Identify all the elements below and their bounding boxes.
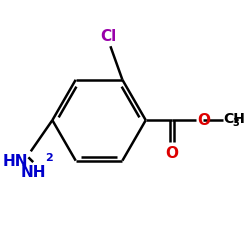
Text: NH: NH xyxy=(20,164,46,180)
Text: 2: 2 xyxy=(45,153,53,163)
Text: Cl: Cl xyxy=(100,29,116,44)
Text: O: O xyxy=(166,146,178,161)
Text: CH: CH xyxy=(224,112,246,126)
Text: 3: 3 xyxy=(232,118,239,128)
Text: HN: HN xyxy=(3,154,29,169)
Text: O: O xyxy=(197,113,210,128)
